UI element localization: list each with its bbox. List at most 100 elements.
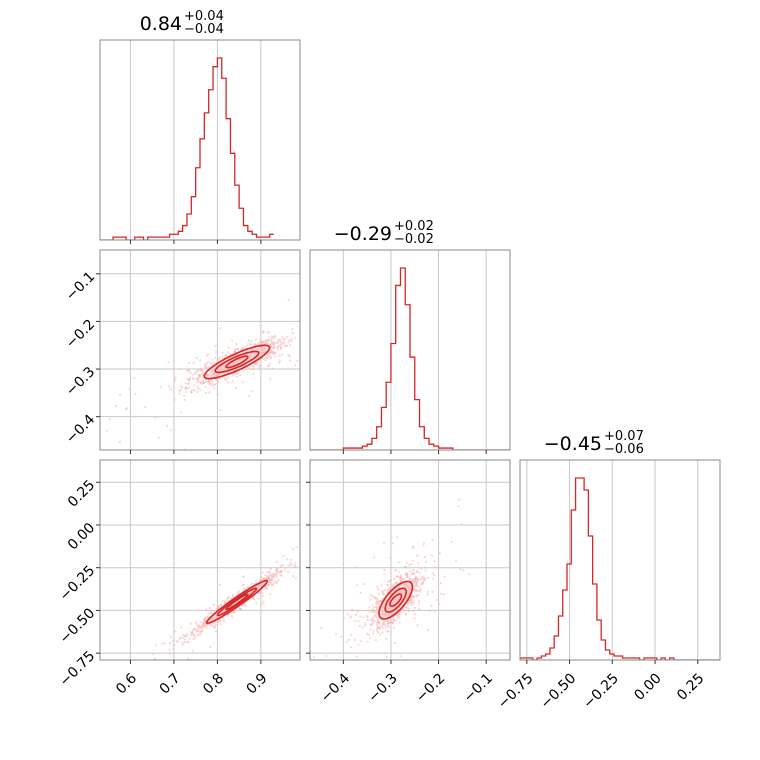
scatter-point [119,393,122,396]
scatter-point [412,609,415,612]
scatter-point [252,367,255,370]
scatter-point [387,606,390,609]
scatter-point [161,642,164,646]
scatter-point [249,343,252,346]
scatter-point [218,356,222,359]
scatter-point [397,575,400,578]
scatter-point [196,380,199,384]
scatter-point [261,595,264,598]
scatter-point [291,327,294,330]
scatter-point [125,407,128,410]
scatter-point [371,312,373,314]
scatter-point [262,330,265,333]
scatter-point [324,540,326,542]
scatter-point [362,582,365,586]
scatter-point [204,607,208,611]
scatter-point [404,585,407,588]
scatter-point [260,342,263,345]
scatter-point [270,578,274,581]
scatter-point [395,581,398,584]
scatter-point [235,343,238,346]
param-title-1: −0.29 +0.02−0.02 [334,219,434,247]
scatter-point [204,363,207,366]
scatter-point [324,345,326,347]
scatter-point [433,560,436,563]
scatter-point [215,350,218,354]
scatter-point [413,606,416,610]
scatter-point [340,635,343,638]
scatter-point [199,631,202,634]
scatter-point [392,618,395,621]
scatter-point [427,576,430,580]
scatter-point [394,588,397,592]
scatter-point [355,566,358,569]
scatter-point [368,610,371,613]
scatter-point [401,608,405,611]
panel-frame [309,459,511,661]
scatter-point [439,592,443,595]
scatter-point [185,634,188,638]
scatter-point [388,586,391,589]
scatter-point [186,640,189,643]
scatter-point [242,576,245,579]
scatter-point [399,589,402,592]
scatter-point [405,561,408,565]
scatter-point [355,655,358,658]
scatter-point [418,607,421,610]
scatter-point [208,391,211,394]
scatter-point [190,633,193,637]
scatter-point [209,370,213,374]
scatter-point [257,597,260,600]
scatter-point [431,590,434,593]
scatter-point [377,592,380,596]
scatter-point [214,344,217,347]
scatter-point [404,597,407,600]
scatter-point [196,385,199,388]
scatter-point [157,436,161,439]
scatter-point [433,573,436,577]
scatter-point [396,617,400,620]
scatter-point [335,527,337,529]
scatter-point [146,665,148,667]
scatter-point [412,568,415,572]
scatter-point [204,385,207,388]
scatter-point [213,621,216,625]
scatter-point [304,561,306,563]
scatter-point [178,368,181,371]
scatter-point [375,615,378,618]
panel-frame [309,249,511,451]
scatter-point [192,388,195,391]
scatter-point [191,649,194,652]
scatter-point [222,372,226,376]
scatter-point [154,416,157,419]
scatter-point [434,566,437,569]
scatter-point [262,340,265,343]
scatter-point [289,561,292,564]
title-upper-error: +0.07 [604,429,644,444]
scatter-point [239,374,242,377]
scatter-point [221,600,224,603]
scatter-point [389,618,392,621]
scatter-point [221,617,225,620]
scatter-point [173,398,176,401]
scatter-point [367,633,371,636]
scatter-point [213,627,216,630]
scatter-point [386,588,390,591]
title-lower-error: −0.02 [394,232,434,247]
scatter-point [391,542,395,545]
scatter-point [226,376,230,380]
scatter-point [345,510,347,512]
scatter-point [418,585,421,588]
scatter-point [269,567,272,571]
scatter-point [366,618,369,621]
scatter-point [416,590,420,593]
scatter-point [144,405,147,409]
scatter-point [268,354,271,357]
scatter-point [374,639,377,642]
scatter-point [97,414,99,416]
scatter-point [286,557,289,561]
scatter-point [296,359,299,363]
scatter-point [200,368,203,372]
scatter-point [327,326,329,328]
scatter-point [115,696,117,698]
